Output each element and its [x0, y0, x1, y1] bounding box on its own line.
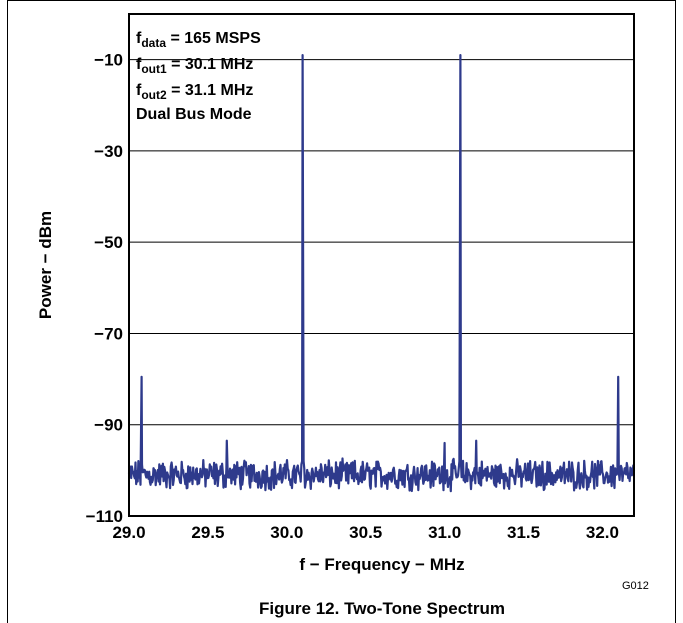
- grid-lines: [129, 59, 634, 426]
- figure-caption: Figure 12. Two-Tone Spectrum: [259, 599, 505, 618]
- y-tick-label: −30: [94, 142, 123, 161]
- y-tick-label: −110: [86, 507, 123, 526]
- annotation-fout1: fout1 = 30.1 MHz: [136, 56, 253, 76]
- spectrum-trace: [127, 54, 636, 493]
- annotation-fout2: fout2 = 31.1 MHz: [136, 82, 253, 102]
- y-tick-label: −70: [94, 324, 123, 343]
- page-border-right: [675, 0, 676, 623]
- annotation-fdata: fdata = 165 MSPS: [136, 30, 261, 50]
- x-tick-label: 31.0: [428, 523, 461, 542]
- y-tick-labels: −10 −30 −50 −70 −90 −110: [86, 51, 123, 526]
- y-tick-label: −50: [94, 233, 123, 252]
- x-axis-title: f − Frequency − MHz: [299, 555, 464, 574]
- page-border-left: [7, 0, 8, 623]
- x-tick-label: 30.0: [270, 523, 303, 542]
- y-tick-label: −10: [94, 51, 123, 70]
- x-tick-label: 32.0: [586, 523, 619, 542]
- x-tick-label: 29.5: [191, 523, 224, 542]
- annotation-mode: Dual Bus Mode: [136, 106, 252, 123]
- page-border-top: [7, 0, 676, 1]
- figure-code: G012: [622, 580, 649, 592]
- x-tick-labels: 29.0 29.5 30.0 30.5 31.0 31.5 32.0: [112, 523, 619, 542]
- x-tick-label: 30.5: [349, 523, 382, 542]
- plot-border: [128, 13, 635, 517]
- y-axis-title: Power − dBm: [36, 211, 55, 319]
- x-tick-label: 31.5: [507, 523, 540, 542]
- x-tick-label: 29.0: [112, 523, 145, 542]
- plot-area: [129, 14, 634, 516]
- y-tick-label: −90: [94, 416, 123, 435]
- annotation-block: fdata = 165 MSPS fout1 = 30.1 MHz fout2 …: [136, 30, 261, 123]
- spectrum-line: [127, 54, 636, 493]
